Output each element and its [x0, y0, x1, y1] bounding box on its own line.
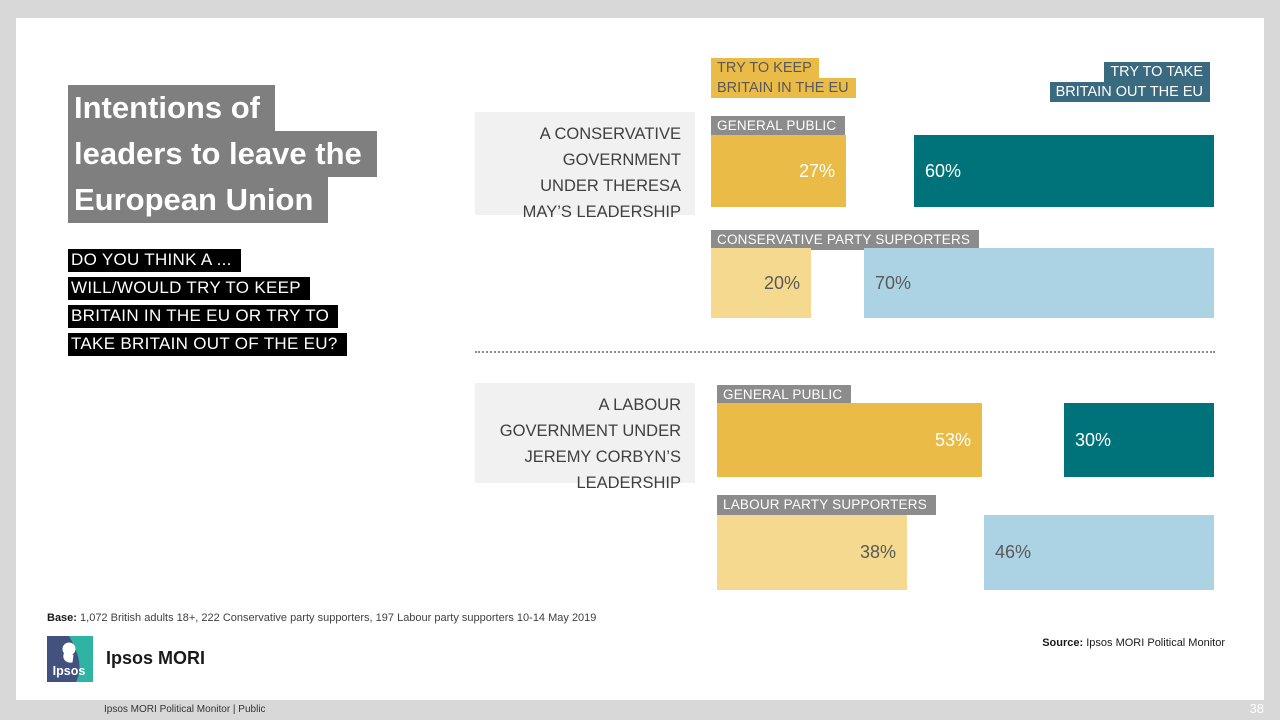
legend-take-britain-out-eu: TRY TO TAKE BRITAIN OUT THE EU [1049, 62, 1210, 102]
base-text: 1,072 British adults 18+, 222 Conservati… [76, 612, 597, 624]
bar-value-label: 46% [995, 542, 1032, 562]
bar-conservative-supporters-keep-in: 20% [711, 248, 811, 318]
bar-value-label: 27% [798, 160, 835, 181]
brand-name: Ipsos MORI [106, 648, 206, 668]
survey-question: DO YOU THINK A ... WILL/WOULD TRY TO KEEP… [68, 249, 347, 361]
ipsos-logo: Ipsos [47, 636, 93, 682]
page-number: 38 [1249, 701, 1264, 716]
row-tag-labour-general-public: GENERAL PUBLIC [717, 385, 852, 405]
source-text: Ipsos MORI Political Monitor [1083, 637, 1225, 649]
category-label-conservative: A CONSERVATIVE GOVERNMENT UNDER THERESA MAY… [475, 112, 695, 221]
bar-value-label: 20% [763, 272, 800, 293]
row-tag-conservative-supporters: CONSERVATIVE PARTY SUPPORTERS [711, 230, 980, 250]
bar-conservative-public-take-out: 60% [914, 135, 1214, 207]
bar-labour-supporters-keep-in: 38% [717, 515, 907, 590]
source-note: Source: Ipsos MORI Political Monitor [1042, 637, 1225, 649]
bar-labour-public-take-out: 30% [1064, 403, 1214, 477]
bar-value-label: 53% [934, 429, 971, 450]
bar-conservative-public-keep-in: 27% [711, 135, 846, 207]
bar-conservative-supporters-take-out: 70% [864, 248, 1214, 318]
dotted-divider [475, 351, 1215, 353]
legend-keep-britain-in-eu: TRY TO KEEP BRITAIN IN THE EU [711, 58, 856, 98]
category-label-labour: A LABOUR GOVERNMENT UNDER JEREMY CORBYN’S L… [475, 383, 695, 492]
bar-value-label: 70% [875, 272, 912, 293]
bar-labour-supporters-take-out: 46% [984, 515, 1214, 590]
footer-classification: Ipsos MORI Political Monitor | Public [104, 704, 266, 715]
row-tag-labour-supporters: LABOUR PARTY SUPPORTERS [717, 495, 936, 515]
ipsos-logo-text: Ipsos [53, 664, 86, 678]
bar-value-label: 30% [1075, 429, 1112, 450]
bar-value-label: 60% [925, 160, 962, 181]
source-label: Source: [1042, 637, 1084, 649]
row-tag-conservative-general-public: GENERAL PUBLIC [711, 116, 846, 136]
base-label: Base: [47, 612, 77, 624]
ipsos-logo-graphic: Ipsos [47, 636, 93, 682]
bar-labour-public-keep-in: 53% [717, 403, 982, 477]
bar-value-label: 38% [859, 542, 896, 562]
page-title: Intentions of leaders to leave the Europea… [68, 85, 377, 223]
base-note: Base: 1,072 British adults 18+, 222 Cons… [47, 612, 596, 624]
